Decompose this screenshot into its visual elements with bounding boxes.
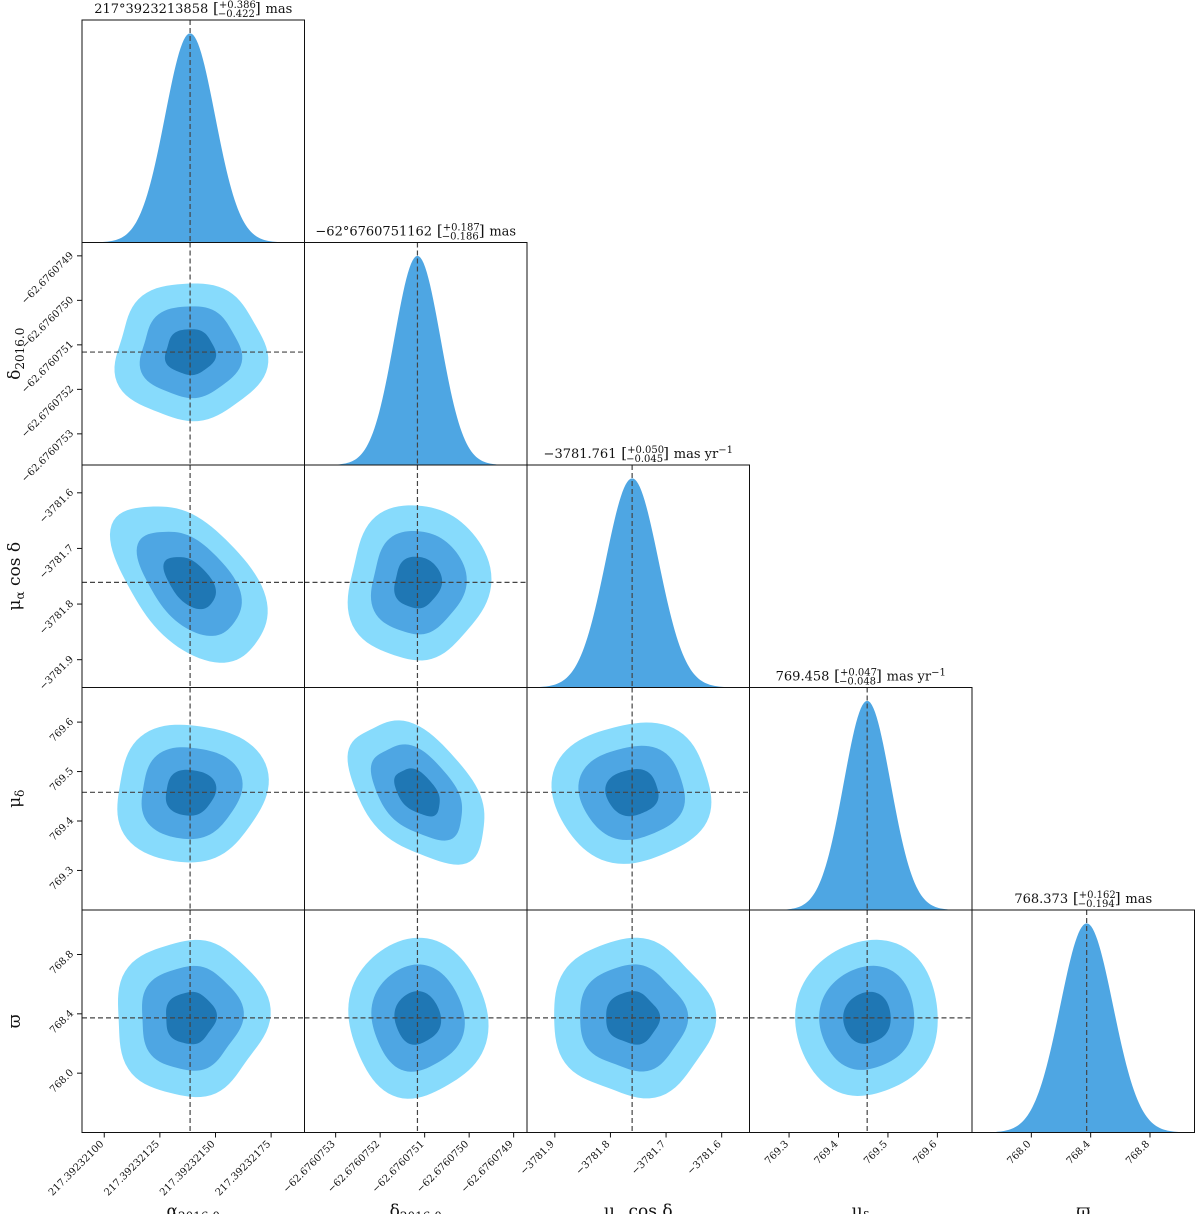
y-tick-label-2-3: −3781.6 xyxy=(38,487,76,525)
panel-2-2: −3781.761 [+0.050 −0.045] mas yr−1 xyxy=(526,444,750,688)
panel-4-0: 217.39232100217.39232125217.39232150217.… xyxy=(47,909,305,1199)
panel-4-3: 769.3 769.4 769.5 769.6 xyxy=(749,909,973,1167)
x-tick-label-3-3: 769.6 xyxy=(911,1139,939,1167)
x-tick-label-0-3: 217.39232175 xyxy=(214,1139,274,1199)
panel-4-4: 768.373 [+0.162 −0.194] mas 768.0 768.4 768.… xyxy=(971,889,1195,1167)
x-tick-label-3-1: 769.4 xyxy=(813,1139,841,1167)
histogram-3 xyxy=(749,700,972,910)
panel-1-1: −62°6760751162 [+0.187 −0.186] mas xyxy=(304,222,528,466)
title-1: −62°6760751162 [+0.187 −0.186] mas xyxy=(315,222,516,243)
panel-content xyxy=(304,465,527,688)
x-tick-label-2-1: −3781.8 xyxy=(574,1139,612,1177)
y-tick-label-3-0: 769.3 xyxy=(48,865,76,893)
y-axis-label-3: μδ xyxy=(5,790,27,808)
y-tick-label-4-2: 768.8 xyxy=(48,949,76,977)
x-axis-label-1: δ2016.0 xyxy=(390,1202,442,1214)
panel-1-0: −62.6760753−62.6760752−62.6760751−62.676… xyxy=(20,242,305,485)
y-tick-label-2-2: −3781.7 xyxy=(38,543,76,581)
panel-content xyxy=(527,687,750,910)
histogram-2 xyxy=(527,478,750,688)
x-tick-label-4-2: 768.8 xyxy=(1124,1139,1152,1167)
title-0: 217°3923213858 [+0.386 −0.422] mas xyxy=(94,0,292,20)
panel-3-2 xyxy=(526,687,750,911)
x-axis-label-4: ϖ xyxy=(1076,1202,1090,1214)
y-tick-label-3-1: 769.4 xyxy=(48,815,76,843)
histogram-0 xyxy=(82,33,305,243)
x-axis-label-2: μα cos δ xyxy=(604,1202,673,1214)
panel-content xyxy=(749,687,972,910)
x-tick-label-4-1: 768.4 xyxy=(1065,1139,1093,1167)
panel-3-0: 769.3 769.4 769.5 769.6 xyxy=(48,687,305,911)
y-axis-label-4: ϖ xyxy=(5,1014,25,1028)
x-tick-label-0-0: 217.39232100 xyxy=(47,1139,107,1199)
x-tick-label-2-2: −3781.7 xyxy=(630,1139,668,1177)
panel-0-0: 217°3923213858 [+0.386 −0.422] mas xyxy=(81,0,305,243)
panel-4-1: −62.6760753−62.6760752−62.6760751−62.676… xyxy=(281,909,528,1195)
panel-content xyxy=(304,687,527,910)
y-tick-label-4-1: 768.4 xyxy=(48,1008,76,1036)
contour-1sigma-3-0 xyxy=(165,769,217,816)
panel-2-1 xyxy=(304,464,528,688)
panel-content xyxy=(82,910,305,1133)
panel-content xyxy=(82,687,305,910)
panel-content xyxy=(304,242,527,465)
x-tick-label-0-1: 217.39232125 xyxy=(102,1139,162,1199)
x-axis-label-0: α2016.0 xyxy=(167,1202,220,1214)
x-tick-label-2-3: −3781.6 xyxy=(685,1139,723,1177)
panel-2-0: −3781.9 −3781.8 −3781.7 −3781.6 xyxy=(38,464,305,692)
y-tick-label-3-2: 769.5 xyxy=(48,766,76,794)
panel-content xyxy=(527,910,750,1133)
x-axis-label-3: μδ xyxy=(852,1202,870,1214)
panel-content xyxy=(304,910,527,1133)
y-axis-label-2: μα cos δ xyxy=(5,542,27,611)
panel-content xyxy=(82,20,305,243)
y-axis-label-1: δ2016.0 xyxy=(5,328,27,380)
x-tick-label-2-0: −3781.9 xyxy=(518,1139,556,1177)
x-tick-label-3-0: 769.3 xyxy=(763,1139,791,1167)
panel-3-3: 769.458 [+0.047 −0.048] mas yr−1 xyxy=(749,667,973,911)
y-tick-label-3-3: 769.6 xyxy=(48,716,76,744)
contour-1sigma-4-0 xyxy=(166,991,217,1045)
panel-frame xyxy=(971,909,1195,1133)
x-tick-label-3-2: 769.5 xyxy=(862,1139,890,1167)
x-tick-label-0-2: 217.39232150 xyxy=(158,1139,218,1199)
y-tick-label-2-1: −3781.8 xyxy=(38,598,76,636)
panel-content xyxy=(972,910,1195,1133)
panel-content xyxy=(82,465,305,688)
y-tick-label-4-0: 768.0 xyxy=(48,1068,76,1096)
contour-1sigma-2-0 xyxy=(163,557,216,610)
y-tick-label-2-0: −3781.9 xyxy=(38,654,76,692)
panel-content xyxy=(749,910,972,1133)
panel-content xyxy=(82,242,305,465)
histogram-4 xyxy=(972,923,1195,1133)
panel-content xyxy=(527,465,750,688)
panel-4-2: −3781.9 −3781.8 −3781.7 −3781.6 xyxy=(518,909,750,1177)
histogram-1 xyxy=(304,255,527,465)
title-2: −3781.761 [+0.050 −0.045] mas yr−1 xyxy=(544,444,733,465)
title-3: 769.458 [+0.047 −0.048] mas yr−1 xyxy=(776,667,946,688)
title-4: 768.373 [+0.162 −0.194] mas xyxy=(1014,889,1152,910)
x-tick-label-4-0: 768.0 xyxy=(1005,1139,1033,1167)
panel-3-1 xyxy=(304,687,528,911)
